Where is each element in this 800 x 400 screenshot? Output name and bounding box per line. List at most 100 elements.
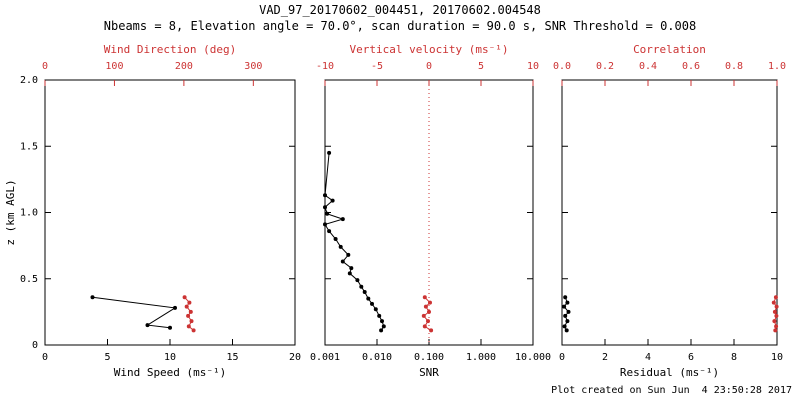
wind-speed-point (145, 323, 150, 328)
snr-profile-point (355, 278, 360, 283)
top-tick-label: 1.0 (768, 61, 786, 72)
correlation-profile-point (773, 295, 778, 300)
snr-profile-point (340, 259, 345, 264)
snr-profile-point (340, 217, 345, 222)
residual-profile-point (565, 319, 570, 324)
x-tick-label: 0.001 (310, 352, 340, 363)
snr-profile-point (333, 237, 338, 241)
correlation-profile-point (772, 319, 777, 324)
top-tick-label: 0.8 (725, 61, 743, 72)
vertical-velocity-point (426, 319, 430, 324)
top-tick-label: 200 (175, 61, 193, 72)
top-tick-label: 0.4 (639, 61, 657, 72)
y-tick-label: 0.5 (20, 274, 38, 285)
top-tick-label: 0.6 (682, 61, 700, 72)
snr-profile-point (327, 150, 332, 155)
snr-profile-point (323, 193, 327, 198)
x-tick-label: 0 (559, 352, 565, 363)
x-tick-label: 10.000 (515, 352, 551, 363)
snr-profile-line (324, 152, 385, 331)
correlation-profile-point (773, 328, 778, 333)
wind-direction-point (186, 313, 191, 318)
wind-speed-point (90, 295, 95, 300)
x-tick-label: 10 (771, 352, 783, 363)
x-tick-label: 1.000 (466, 352, 496, 363)
plot-subtitle: Nbeams = 8, Elevation angle = 70.0°, sca… (103, 19, 697, 33)
snr-profile-point (381, 324, 386, 329)
y-tick-label: 0 (32, 340, 38, 351)
residual-profile-point (565, 300, 570, 305)
wind-speed-point (168, 325, 172, 330)
x-tick-label: 0 (42, 352, 48, 363)
snr-profile-point (325, 211, 330, 216)
y-tick-label: 1.0 (20, 208, 38, 219)
plot-timestamp: Plot created on Sun Jun 4 23:50:28 2017 (551, 385, 792, 396)
correlation-profile-point (772, 309, 777, 314)
y-tick-label: 2.0 (20, 75, 38, 86)
snr-profile-point (338, 244, 343, 249)
wind-direction-point (184, 304, 189, 309)
x-tick-label: 20 (289, 352, 301, 363)
top-tick-label: 0 (426, 61, 432, 72)
residual-profile-point (562, 324, 567, 329)
snr-profile-point (366, 296, 371, 301)
vertical-velocity-point (422, 295, 427, 300)
snr-profile-point (330, 198, 335, 203)
wind-direction-point (188, 309, 193, 314)
panel-frame (44, 79, 296, 346)
x-axis-title: SNR (419, 366, 439, 379)
vertical-velocity-point (428, 300, 432, 305)
vertical-velocity-point (429, 328, 434, 333)
wind-speed-line (92, 296, 177, 329)
wind-direction-point (191, 328, 196, 333)
snr-profile-point (327, 229, 332, 234)
wind-direction-point (186, 324, 191, 329)
y-tick-label: 1.5 (20, 141, 38, 152)
wind-direction-point (189, 319, 194, 324)
snr-profile-point (346, 252, 351, 257)
top-tick-label: 0 (42, 61, 48, 72)
wind-speed-point (173, 305, 177, 310)
snr-profile-point (347, 271, 352, 276)
x-axis-title: Wind Speed (ms⁻¹) (114, 366, 227, 379)
snr-profile-point (323, 205, 327, 210)
residual-profile-point (563, 313, 568, 318)
panel-snr: 0.001 0.010 0.100 1.000 10.000 SNR -10 -5 0 5 10 Ve… (310, 43, 551, 379)
residual-profile-point (564, 328, 569, 333)
top-tick-label: 300 (244, 61, 262, 72)
x-tick-label: 4 (645, 352, 651, 363)
residual-profile-point (566, 309, 571, 314)
snr-profile-point (349, 266, 354, 271)
x-tick-label: 2 (602, 352, 608, 363)
x-tick-label: 0.100 (414, 352, 444, 363)
top-tick-label: -10 (316, 61, 334, 72)
vertical-velocity-point (423, 304, 428, 309)
x-tick-label: 6 (688, 352, 694, 363)
panel-wind: 0 5 10 15 20 Wind Speed (ms⁻¹) 0 100 200 300 Wind … (4, 43, 301, 379)
vertical-velocity-point (422, 324, 427, 329)
residual-profile-point (563, 295, 568, 300)
y-axis-title: z (km AGL) (4, 179, 17, 245)
snr-profile-point (323, 222, 327, 227)
correlation-profile-point (774, 304, 779, 309)
snr-profile-point (362, 290, 367, 294)
snr-profile-point (380, 319, 384, 324)
x-tick-label: 10 (164, 352, 176, 363)
wind-direction-point (187, 300, 192, 305)
snr-profile-point (370, 301, 374, 306)
snr-profile-point (377, 313, 382, 318)
top-tick-label: 0.0 (553, 61, 571, 72)
top-axis-title: Vertical velocity (ms⁻¹) (350, 43, 509, 56)
wind-direction-point (182, 295, 187, 300)
vertical-velocity-point (427, 309, 431, 314)
panel-residual: 0 2 4 6 8 10 Residual (ms⁻¹) 0.0 0.2 0.4 0.6 0.8 1.0… (553, 43, 786, 379)
snr-profile-point (373, 307, 378, 312)
x-tick-label: 8 (731, 352, 737, 363)
top-axis-title: Correlation (633, 43, 706, 56)
x-tick-label: 15 (226, 352, 238, 363)
snr-profile-point (379, 328, 384, 333)
panel-frame (561, 79, 778, 346)
residual-profile-point (562, 304, 567, 309)
